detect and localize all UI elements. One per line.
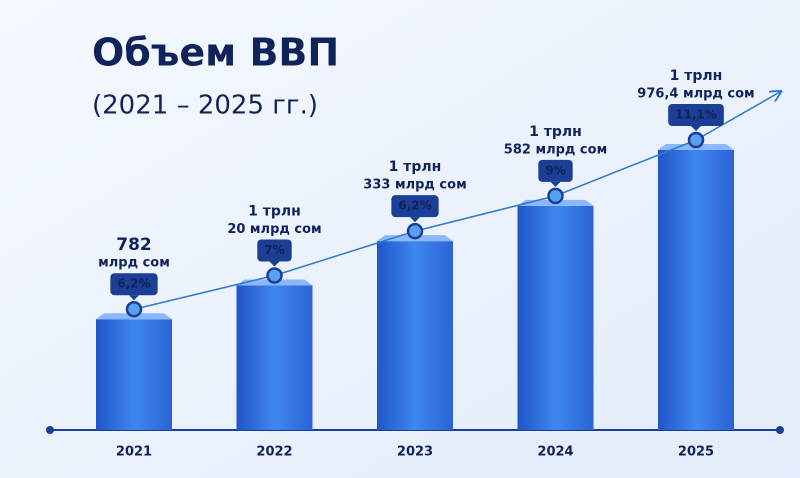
growth-badge-tail [550, 181, 561, 187]
bar [377, 241, 453, 430]
growth-point [547, 187, 564, 205]
growth-point [687, 131, 705, 149]
growth-badge-tail [691, 126, 701, 131]
value-label: 1 трлн [248, 203, 301, 219]
bar [658, 150, 734, 430]
growth-badge [391, 195, 439, 218]
axis-dot [46, 426, 54, 434]
x-tick-label: 2022 [256, 445, 292, 460]
growth-label: 11,1% [675, 108, 717, 122]
growth-badge [668, 104, 724, 126]
x-tick-label: 2024 [537, 445, 573, 460]
value-label: 1 трлн [529, 124, 582, 140]
growth-badge-tail [129, 295, 139, 301]
value-label: 782 [116, 235, 152, 255]
growth-label: 6,2% [117, 277, 150, 291]
growth-badge [110, 273, 158, 296]
value-label: 333 млрд сом [363, 178, 466, 193]
value-label: 582 млрд сом [504, 142, 607, 157]
growth-label: 7% [264, 243, 284, 257]
growth-badge [257, 239, 292, 262]
bar [236, 285, 313, 430]
trend-arrow [695, 92, 780, 141]
growth-point [125, 300, 143, 318]
bar [517, 205, 594, 430]
growth-label: 6,2% [398, 199, 431, 213]
growth-point [406, 222, 424, 240]
value-label: млрд сом [98, 256, 170, 271]
axis-dot [776, 426, 784, 434]
value-label: 1 трлн [389, 159, 442, 175]
growth-label: 9% [545, 163, 565, 177]
x-tick-label: 2021 [116, 445, 152, 460]
x-tick-label: 2023 [397, 445, 433, 460]
value-label: 20 млрд сом [227, 222, 321, 237]
value-label: 976,4 млрд сом [637, 87, 754, 102]
growth-badge-tail [410, 217, 420, 223]
growth-point [266, 267, 283, 284]
chart-title: Объем ВВП [92, 31, 339, 75]
bar [96, 319, 172, 430]
value-label: 1 трлн [670, 68, 723, 84]
chart-subtitle: (2021 – 2025 гг.) [92, 91, 318, 121]
x-tick-label: 2025 [678, 445, 714, 460]
growth-badge-tail [269, 261, 280, 267]
growth-badge [538, 159, 573, 182]
